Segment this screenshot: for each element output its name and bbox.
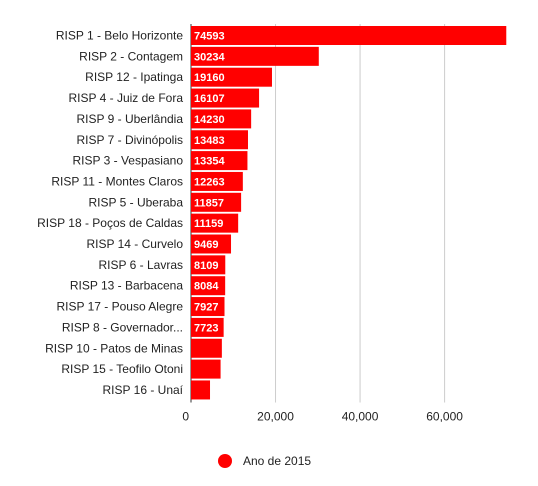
bar[interactable] bbox=[191, 109, 252, 129]
data-label: 8109 bbox=[194, 260, 218, 272]
bar[interactable] bbox=[191, 130, 248, 150]
bar[interactable] bbox=[191, 234, 232, 254]
data-label: 7723 bbox=[194, 322, 218, 334]
legend[interactable]: Ano de 2015 bbox=[218, 454, 311, 468]
data-label: 14230 bbox=[194, 114, 225, 126]
bar[interactable] bbox=[191, 338, 222, 358]
data-label: 13354 bbox=[194, 156, 225, 168]
data-label: 12263 bbox=[194, 176, 225, 188]
data-label: 30234 bbox=[194, 51, 225, 63]
category-label: RISP 11 - Montes Claros bbox=[51, 174, 183, 188]
data-label: 8084 bbox=[194, 281, 219, 293]
category-label: RISP 13 - Barbacena bbox=[70, 279, 184, 293]
category-label: RISP 6 - Lavras bbox=[99, 258, 183, 272]
x-tick-label: 60,000 bbox=[426, 409, 463, 423]
bar[interactable] bbox=[191, 192, 242, 212]
bar[interactable] bbox=[191, 276, 226, 296]
category-label: RISP 1 - Belo Horizonte bbox=[56, 29, 183, 43]
bar[interactable] bbox=[191, 67, 272, 87]
bar[interactable] bbox=[191, 88, 260, 108]
category-label: RISP 16 - Unaí bbox=[103, 383, 184, 397]
category-label: RISP 12 - Ipatinga bbox=[85, 70, 183, 84]
category-label: RISP 7 - Divinópolis bbox=[77, 133, 184, 147]
category-label: RISP 5 - Uberaba bbox=[89, 195, 184, 209]
category-label: RISP 8 - Governador... bbox=[62, 320, 183, 334]
data-label: 16107 bbox=[194, 93, 225, 105]
category-label: RISP 4 - Juiz de Fora bbox=[69, 91, 184, 105]
category-label: RISP 10 - Patos de Minas bbox=[45, 341, 183, 355]
category-label: RISP 3 - Vespasiano bbox=[72, 154, 183, 168]
bar[interactable] bbox=[191, 255, 226, 275]
category-labels: RISP 1 - Belo Horizonte RISP 2 - Contagem… bbox=[37, 29, 184, 397]
data-label: 11857 bbox=[194, 197, 224, 209]
data-label: 9469 bbox=[194, 239, 218, 251]
bar[interactable] bbox=[191, 317, 224, 337]
data-label: 74593 bbox=[194, 31, 225, 43]
data-label: 19160 bbox=[194, 72, 225, 84]
data-label: 11159 bbox=[194, 218, 223, 230]
x-tick-label: 0 bbox=[182, 409, 189, 423]
category-label: RISP 14 - Curvelo bbox=[87, 237, 184, 251]
bar[interactable] bbox=[191, 297, 225, 317]
bar[interactable] bbox=[191, 26, 507, 45]
bar[interactable] bbox=[191, 46, 319, 66]
legend-swatch bbox=[218, 454, 232, 468]
bar[interactable] bbox=[191, 359, 221, 379]
data-label: 7927 bbox=[194, 302, 218, 314]
data-label: 13483 bbox=[194, 135, 225, 147]
x-tick-label: 20,000 bbox=[257, 409, 294, 423]
x-tick-label: 40,000 bbox=[342, 409, 379, 423]
bar[interactable] bbox=[191, 213, 239, 233]
x-axis-ticks: 0 20,000 40,000 60,000 bbox=[182, 409, 463, 423]
bars: 74593 30234 19160 16107 14230 13483 13354 12263… bbox=[191, 26, 507, 400]
category-label: RISP 18 - Poços de Caldas bbox=[37, 216, 183, 230]
bar[interactable] bbox=[191, 151, 248, 171]
category-label: RISP 2 - Contagem bbox=[79, 49, 183, 63]
legend-label: Ano de 2015 bbox=[243, 454, 311, 468]
bar[interactable] bbox=[191, 171, 243, 191]
category-label: RISP 9 - Uberlândia bbox=[77, 112, 184, 126]
bar[interactable] bbox=[191, 380, 211, 400]
category-label: RISP 17 - Pouso Alegre bbox=[56, 300, 183, 314]
category-label: RISP 15 - Teofilo Otoni bbox=[61, 362, 183, 376]
